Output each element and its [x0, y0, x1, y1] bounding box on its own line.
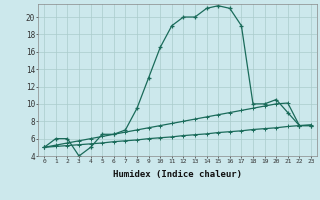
X-axis label: Humidex (Indice chaleur): Humidex (Indice chaleur) [113, 170, 242, 179]
